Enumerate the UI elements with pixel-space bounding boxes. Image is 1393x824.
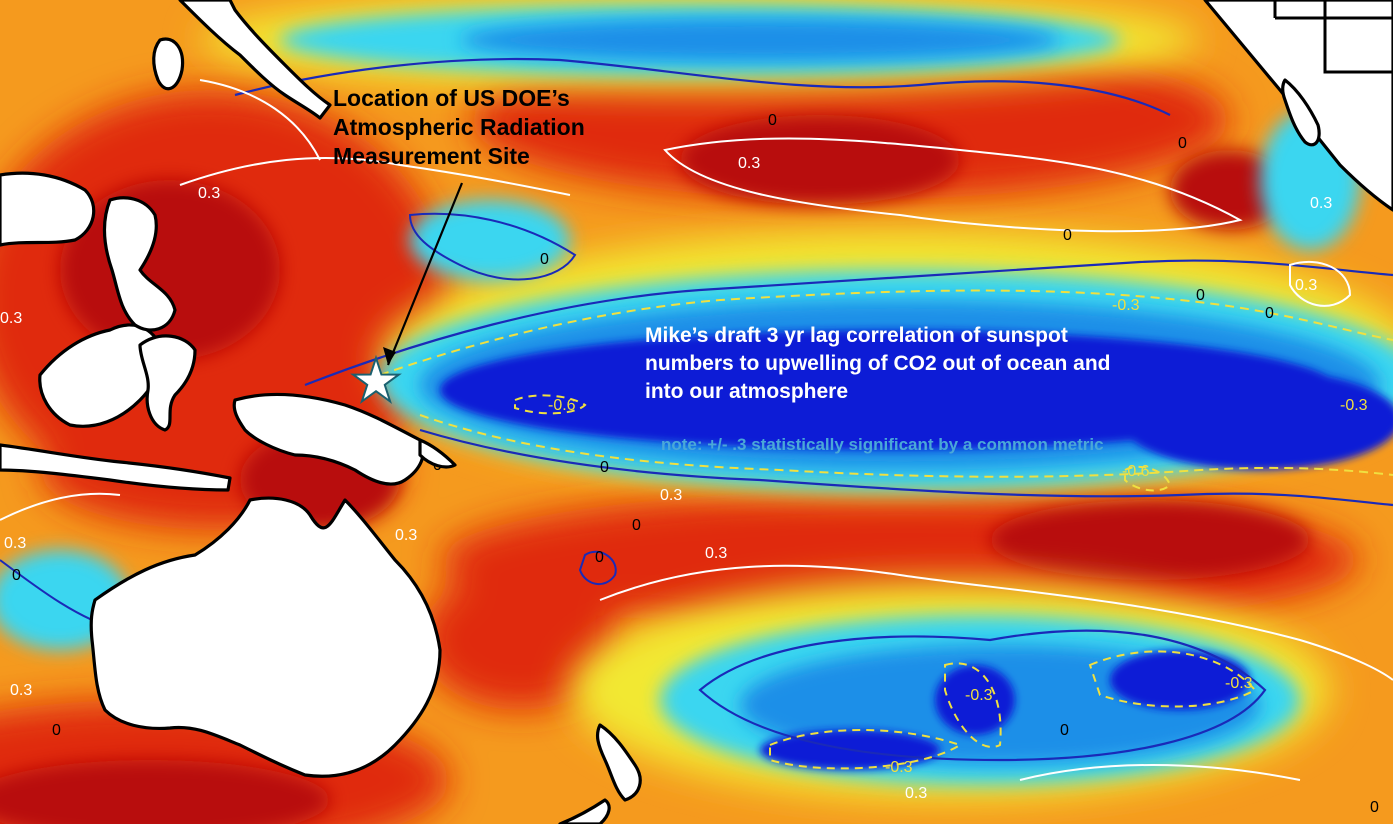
contour-label: 0 [768,112,777,129]
vancouver-island [1281,78,1321,147]
solomon-islands [418,438,457,469]
australia-south-core [0,760,330,824]
state-borders [1273,0,1393,74]
equatorial-cold-tongue [440,330,1340,450]
philippines [102,196,177,332]
pos03-contour-north [179,156,571,196]
neg06-contour-west [514,394,587,415]
site-label-line: Measurement Site [333,143,530,169]
contour-label: 0 [1265,305,1274,322]
zero-contour-north [304,259,1393,387]
neg03-contour-south-west [769,729,963,770]
contour-label: -0.6 [548,397,576,414]
contour-label: 0 [1060,722,1069,739]
arm-site-label: Location of US DOE’s Atmospheric Radiati… [333,84,585,171]
border-vertical [1323,0,1393,74]
contour-label: 0.3 [660,487,682,504]
neg03-contour-south [419,414,1393,478]
contour-label: 0.3 [0,310,22,327]
south-cold-patch-center [935,665,1015,735]
correlation-line: Mike’s draft 3 yr lag correlation of sun… [645,324,1068,347]
taiwan [152,37,185,91]
pos03-contour-nw [199,79,321,161]
contour-label: -0.3 [885,759,913,776]
south-pacific-core [990,500,1310,580]
neg06-contour-east [1124,465,1172,492]
zero-contour-small-loop [578,550,617,585]
contour-label: 0 [52,722,61,739]
north-negative-core [460,18,1060,62]
contour-label: 0 [1178,135,1187,152]
south-cold-patch-east [1110,650,1250,710]
cold-tongue-east [1120,370,1393,470]
contour-label: 0 [12,567,21,584]
contour-label: 0 [1370,799,1379,816]
pos03-contour-ne [1289,260,1352,307]
contour-label: -0.3 [965,687,993,704]
neg03-contour-south-center [944,662,1002,748]
new-zealand-south [558,798,611,824]
pos03-contour-west [0,492,121,521]
tasman-warm-region [420,570,620,710]
contour-lines [0,57,1393,781]
new-zealand-north [595,723,642,802]
contour-label: 0.3 [198,185,220,202]
significance-note: note: +/- .3 statistically significant b… [661,435,1104,454]
correlation-line: into our atmosphere [645,380,849,403]
site-label-line: Location of US DOE’s [333,85,570,111]
site-pointer-arrow [383,182,464,366]
correlation-line: numbers to upwelling of CO2 out of ocean… [645,352,1111,375]
contour-label: 0 [1063,227,1072,244]
contour-label: 0.3 [905,785,927,802]
japan [178,0,332,120]
correlation-description: Mike’s draft 3 yr lag correlation of sun… [645,322,1111,406]
contour-label: 0 [1196,287,1205,304]
pos03-contour-hawaii [663,137,1243,233]
zero-contour-loop [408,212,577,281]
sulawesi [138,334,197,432]
contour-label: 0 [632,517,641,534]
neg03-contour-south-east [1088,650,1257,708]
zero-contour-north-band [234,57,1171,116]
contour-label: -0.3 [1225,675,1253,692]
arm-site-star-icon [350,354,402,404]
australia [89,496,442,778]
contour-label: 0.3 [1295,277,1317,294]
contour-label: -0.6 [1122,463,1150,480]
sumatra-java [0,443,232,492]
contour-label: 0.3 [4,535,26,552]
contour-label: 0 [600,459,609,476]
hawaii-core [680,115,960,205]
contour-label: 0.3 [1310,195,1332,212]
zero-contour-south [419,428,1393,507]
contour-label: 0.3 [395,527,417,544]
pos03-contour-south [599,564,1393,681]
contour-label: 0.3 [705,545,727,562]
northeast-core [1170,150,1290,230]
pos03-contour-southeast [1019,764,1301,781]
new-guinea [232,392,425,486]
contour-label: 0.3 [10,682,32,699]
contour-label: -0.3 [1112,297,1140,314]
neg03-contour-north [379,289,1393,376]
contour-label: 0 [595,549,604,566]
site-label-line: Atmospheric Radiation [333,114,585,140]
contour-label: -0.3 [1340,397,1368,414]
china-coast [0,171,96,247]
zero-contour-south-band [698,629,1267,762]
contour-label: 0.3 [738,155,760,172]
contour-label: 0 [540,251,549,268]
